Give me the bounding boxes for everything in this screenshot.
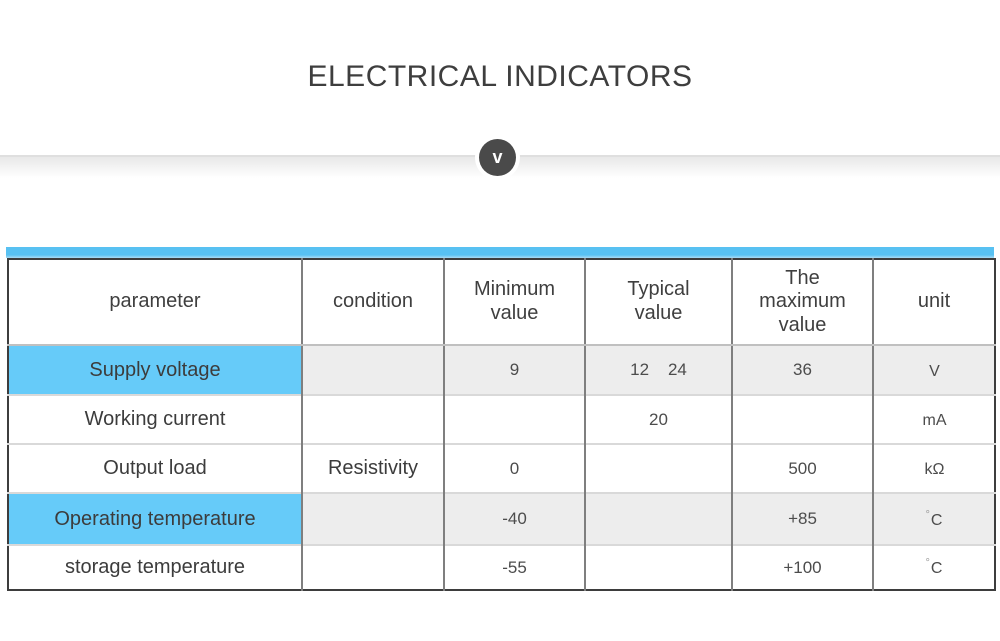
unit-text: mA <box>922 412 947 429</box>
table-row-operating-temperature: Operating temperature -40 +85 °C <box>8 492 995 545</box>
param-cell: Working current <box>8 394 302 444</box>
max-value-cell: +100 <box>731 544 873 590</box>
chevron-down-badge: v <box>479 139 516 176</box>
max-value-cell: 36 <box>731 345 873 395</box>
typical-value-cell <box>584 544 732 590</box>
unit-text: C <box>930 511 943 529</box>
min-value-cell: -55 <box>443 544 585 590</box>
degree-symbol: ° <box>925 557 930 569</box>
condition-cell <box>301 394 444 444</box>
electrical-indicators-table: parameter condition Minimum value Typica… <box>7 258 996 591</box>
typical-value-cell <box>584 492 732 545</box>
unit-cell: V <box>872 345 995 395</box>
max-value-cell: +85 <box>731 492 873 545</box>
col-header-unit: unit <box>872 259 995 346</box>
max-value-cell: 500 <box>731 443 873 493</box>
table-row-output-load: Output load Resistivity 0 500 kΩ <box>8 443 995 493</box>
unit-cell: °C <box>872 544 995 590</box>
table-accent-bar <box>6 247 994 258</box>
unit-cell: mA <box>872 394 995 444</box>
chevron-down-icon: v <box>492 146 503 167</box>
col-header-parameter: parameter <box>8 259 302 346</box>
header-row: parameter condition Minimum value Typica… <box>8 259 995 346</box>
col-header-condition: condition <box>301 259 444 346</box>
min-value-cell: -40 <box>443 492 585 545</box>
param-cell: Output load <box>8 443 302 493</box>
min-value-cell: 0 <box>443 443 585 493</box>
param-cell: Supply voltage <box>8 345 302 395</box>
max-value-cell <box>731 394 873 444</box>
col-header-typical-value: Typical value <box>584 259 732 346</box>
table-row-supply-voltage: Supply voltage 9 12 24 36 V <box>8 345 995 395</box>
page-title: ELECTRICAL INDICATORS <box>307 60 693 93</box>
typical-value-cell: 12 24 <box>584 345 732 395</box>
unit-text: V <box>929 362 940 380</box>
min-value-cell: 9 <box>443 345 585 395</box>
typical-value-cell: 20 <box>584 394 732 444</box>
param-cell: storage temperature <box>8 544 302 590</box>
unit-cell: °C <box>872 492 995 545</box>
min-value-cell <box>443 394 585 444</box>
col-header-maximum-value: The maximum value <box>731 259 873 346</box>
unit-cell: kΩ <box>872 443 995 493</box>
condition-cell: Resistivity <box>301 443 444 493</box>
unit-text: kΩ <box>924 461 945 478</box>
typical-value-cell <box>584 443 732 493</box>
table-row-working-current: Working current 20 mA <box>8 394 995 444</box>
table-row-storage-temperature: storage temperature -55 +100 °C <box>8 544 995 590</box>
param-cell: Operating temperature <box>8 492 302 545</box>
condition-cell <box>301 544 444 590</box>
condition-cell <box>301 345 444 395</box>
condition-cell <box>301 492 444 545</box>
unit-text: C <box>930 560 943 577</box>
col-header-minimum-value: Minimum value <box>443 259 585 346</box>
degree-symbol: ° <box>925 508 930 521</box>
